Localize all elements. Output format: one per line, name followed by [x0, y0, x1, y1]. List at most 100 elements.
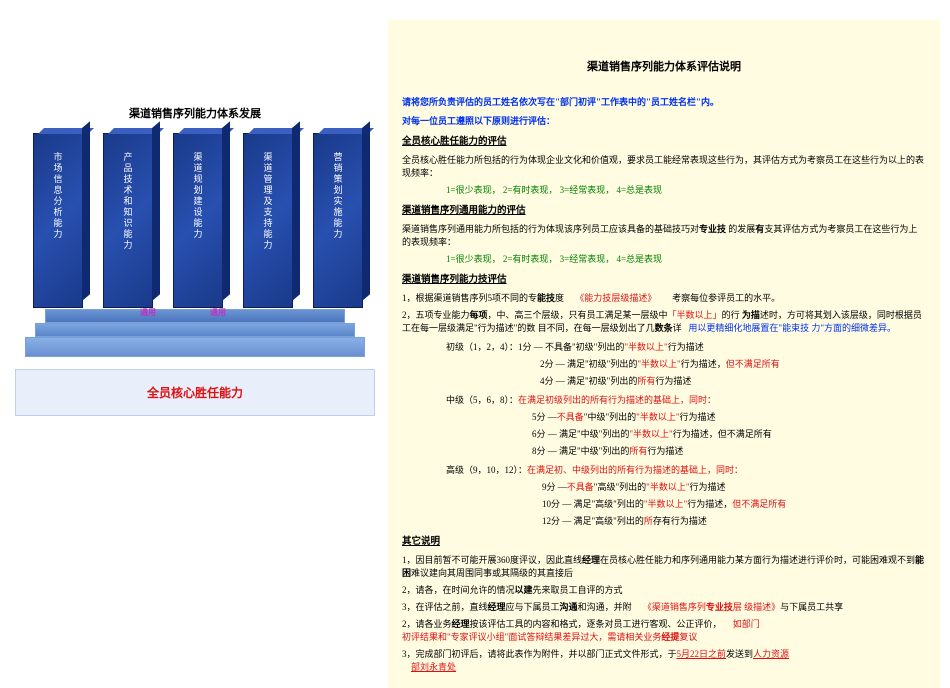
pillar-2: 产品技术和知识能力 [103, 133, 153, 308]
o3g: 专业技 [706, 602, 733, 612]
l3d2: "半数以上" [644, 499, 687, 509]
s32f: 为描 [742, 310, 760, 320]
section2-heading: 渠道销售序列通用能力的评估 [402, 205, 926, 219]
other-item4: 2，请各业务经理按该评估工具的内容和格式，逐条对员工进行客观、公正评价， 如部门… [402, 618, 926, 644]
s3h3: 评估 [488, 275, 507, 285]
l1c: 2分 — 满足"初级"列出的 [540, 359, 637, 369]
intro-line-1: 请将您所负责评估的员工姓名依次写在"部门初评"工作表中的"员工姓名栏"内。 [402, 96, 926, 109]
l3e: 行为描述 [690, 482, 726, 492]
l3l: 有行为描述 [662, 516, 707, 526]
s32j: 详 [673, 323, 682, 333]
l2hb: 在满足初级列出的所有行为描述的基础上，同时： [518, 395, 716, 405]
scale-line-2: 1=很少表现， 2=有时表现， 3=经常表现， 4=总是表现 [402, 253, 926, 266]
l1h: 初级（1，2，4）：1分 — 不具备"初级"列出的 [446, 342, 624, 352]
s32b: 每项 [470, 310, 488, 320]
o3a: 3，在评估之前，直线 [402, 602, 488, 612]
o1b: 经理 [582, 555, 600, 565]
s31c: 度 [555, 293, 564, 303]
o3e: 和沟通，并附 [578, 602, 632, 612]
l3a: 9分 — [542, 482, 567, 492]
scale-line-1: 1=很少表现， 2=有时表现， 3=经常表现， 4=总是表现 [402, 184, 926, 197]
o2a: 2，请各，在时间允许的情况 [402, 585, 515, 595]
o4b: 经理 [452, 619, 470, 629]
other-item2: 2，请各，在时间允许的情况以建先来取员工自评的方式 [402, 584, 926, 597]
s32h: 目不同，在每一层级划出了几 [538, 323, 655, 333]
l3hb: 在满足初、中级列出的所有行为描述的基础上，同时： [527, 465, 743, 475]
l3k: 存 [653, 516, 662, 526]
pillar-1-label: 市场信息分析能力 [52, 152, 65, 240]
o5b: 5月22日之前 [677, 649, 727, 659]
o3b: 经理 [488, 602, 506, 612]
l2e: 行为描述 [680, 412, 716, 422]
s31b: 能技 [537, 293, 555, 303]
level3-line2: 10分 — 满足"高级"列出的"半数以上"行为描述，但不满足所有 [402, 498, 926, 511]
s32l: 力"方面的细微差异。 [811, 323, 896, 333]
o1a: 1，因目前暂不可能开展360度评议，因此直线 [402, 555, 582, 565]
l1d: 行为描述， [681, 359, 726, 369]
section1-heading: 全员核心胜任能力的评估 [402, 136, 926, 150]
l2ha: 中级（5，6，8）： [446, 395, 518, 405]
level2-line3: 8分 — 满足"中级"列出的所有行为描述 [402, 445, 926, 458]
left-title: 渠道销售序列能力体系发展 [10, 105, 380, 121]
o5c: 发送到 [726, 649, 753, 659]
l2d2: "半数以上" [629, 429, 672, 439]
level2-head: 中级（5，6，8）：在满足初级列出的所有行为描述的基础上，同时： [402, 394, 926, 407]
o4d: 如部门 [733, 619, 760, 629]
l2a: 5分 — [532, 412, 557, 422]
pillar-2-label: 产品技术和知识能力 [122, 152, 135, 251]
other-heading: 其它说明 [402, 536, 926, 550]
l1h2: 行为描述 [655, 376, 691, 386]
o3h: 层 [733, 602, 742, 612]
section3-item1: 1，根据渠道销售序列5项不同的专能技度 《能力技层级描述》 考察每位参评员工的水… [402, 292, 926, 305]
s2a: 渠道销售序列通用能力所包括的行为体现该序列员工应该具备的基础技巧对 [402, 224, 699, 234]
o4c: 按该评估工具的内容和格式，逐条对员工进行客观、公正评价， [470, 619, 722, 629]
o2c: 先来取员工自评的方式 [533, 585, 623, 595]
l2b: 不具备 [557, 412, 584, 422]
s32c: ，中、高三个层级，只有员工满足某一层级中 [488, 310, 668, 320]
level3-line1: 9分 —不具备"高级"列出的"半数以上"行为描述 [402, 481, 926, 494]
s31e: 层级描述》 [611, 293, 656, 303]
o3i: 级描述》 [744, 602, 780, 612]
s32i: 数条 [655, 323, 673, 333]
l2c: "中级"列出的 [584, 412, 636, 422]
pillar-4: 渠道管理及支持能力 [243, 133, 293, 308]
l3ha: 高级（9，10，12）： [446, 465, 527, 475]
l3b: 不具备 [567, 482, 594, 492]
o3d: 沟通 [560, 602, 578, 612]
o4f: 经提 [661, 632, 679, 642]
o4a: 2，请各业务 [402, 619, 452, 629]
level3-line3: 12分 — 满足"高级"列出的所存有行为描述 [402, 515, 926, 528]
s31f: 考察每位参评员工的水平。 [672, 293, 780, 303]
pillar-5: 营销策划实施能力 [313, 133, 363, 308]
s32a: 2，五项专业能力 [402, 310, 470, 320]
o2b: 以建 [515, 585, 533, 595]
l2d: "半数以上" [636, 412, 679, 422]
right-instructions-panel: 渠道销售序列能力体系评估说明 请将您所负责评估的员工姓名依次写在"部门初评"工作… [388, 20, 940, 688]
o5e: 部刘永青处 [411, 662, 456, 672]
o3j: 与下属员工共享 [780, 602, 843, 612]
o5a: 3，完成部门初评后，请将此表作为附件，并以部门正式文件形式，于 [402, 649, 677, 659]
l3f: 10分 — 满足"高级"列出的 [542, 499, 644, 509]
o4e: 初评结果和"专家评议小组"面试答辩结果差异过大，需请相关业务 [402, 632, 661, 642]
level1-line3: 4分 — 满足"初级"列出的所有行为描述 [402, 375, 926, 388]
l1g: 所有 [637, 376, 655, 386]
s32k: 用以更精细化地展置在"能束技 [688, 323, 809, 333]
section3-item2: 2，五项专业能力每项，中、高三个层级，只有员工满足某一层级中「半数以上」的行 为… [402, 309, 926, 335]
l3d: "半数以上" [646, 482, 689, 492]
level1-line2: 2分 — 满足"初级"列出的"半数以上"行为描述，但不满足所有 [402, 358, 926, 371]
l2i: 所有 [629, 446, 647, 456]
other-item3: 3，在评估之前，直线经理应与下属员工沟通和沟通，并附 《渠道销售序列专业技层 级… [402, 601, 926, 614]
mid-label-1: 通用 [140, 307, 156, 318]
l2g: 行为描述，但不满足所有 [673, 429, 772, 439]
intro-line-2: 对每一位员工遵照以下原则进行评估： [402, 115, 926, 128]
level2-line2: 6分 — 满足"中级"列出的"半数以上"行为描述，但不满足所有 [402, 428, 926, 441]
s2b: 专业技 [699, 224, 726, 234]
layer-3 [25, 337, 365, 357]
right-title: 渠道销售序列能力体系评估说明 [402, 60, 926, 76]
level3-head: 高级（9，10，12）：在满足初、中级列出的所有行为描述的基础上，同时： [402, 464, 926, 477]
o3f: 《渠道销售序列 [643, 602, 706, 612]
s3h1: 渠道销售序列 [402, 275, 459, 285]
s31d: 《能力技 [575, 293, 611, 303]
l1a2: "半数以上" [637, 359, 680, 369]
mid-label-2: 通用 [210, 307, 226, 318]
